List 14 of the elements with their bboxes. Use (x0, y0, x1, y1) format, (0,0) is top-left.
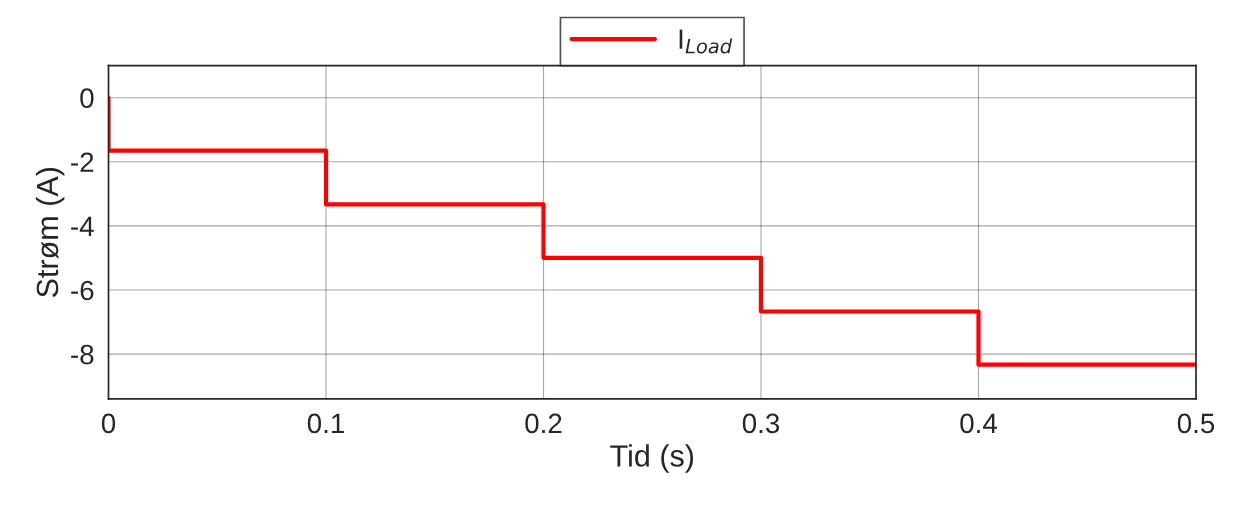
y-tick-label: -4 (71, 216, 94, 236)
x-tick-label: 0.3 (742, 413, 780, 434)
y-tick-label: 0 (80, 88, 94, 109)
y-tick-label: -6 (71, 280, 94, 301)
x-tick-label: 0.5 (1177, 413, 1215, 434)
y-tick-label: -8 (71, 344, 94, 365)
x-tick-label: 0.2 (525, 413, 562, 434)
legend-label: I$_{Load}$ (679, 29, 733, 54)
y-tick-label: -2 (71, 152, 94, 172)
x-tick-label: 0.4 (960, 413, 997, 434)
y-axis-title: Strøm (A) (35, 168, 65, 298)
x-tick-label: 0 (101, 413, 116, 434)
x-axis-title: Tid (s) (610, 444, 694, 473)
x-tick-label: 0.1 (307, 413, 344, 434)
